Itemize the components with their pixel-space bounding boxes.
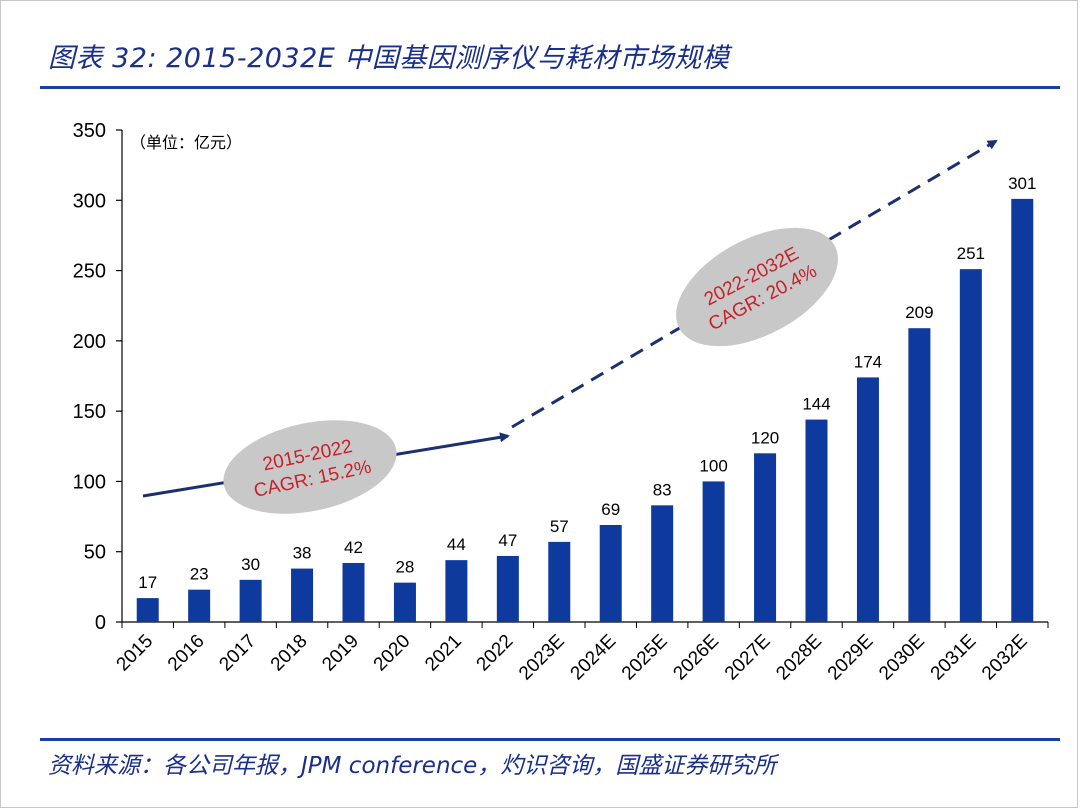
x-label-2018: 2018	[267, 631, 312, 676]
x-label-2022: 2022	[473, 631, 518, 676]
data-label-2024E: 69	[601, 500, 620, 519]
x-label-2026E: 2026E	[669, 631, 723, 685]
data-label-2022: 47	[498, 531, 517, 550]
data-label-2017: 30	[241, 555, 260, 574]
data-label-2019: 42	[344, 538, 363, 557]
x-label-2020: 2020	[370, 631, 415, 676]
x-label-2024E: 2024E	[567, 631, 621, 685]
bar-2031E	[959, 269, 982, 622]
figure-title: 图表 32: 2015-2032E 中国基因测序仪与耗材市场规模	[48, 43, 730, 74]
x-label-2021: 2021	[421, 631, 466, 676]
title-rule	[40, 86, 1060, 89]
bar-2029E	[856, 377, 879, 622]
x-label-2015: 2015	[113, 631, 158, 676]
y-tick-label: 200	[73, 331, 106, 353]
data-label-2032E: 301	[1008, 174, 1036, 193]
bar-2027E	[754, 453, 777, 622]
bar-2019	[342, 562, 365, 622]
bar-2026E	[702, 481, 725, 622]
cagr-ellipse	[223, 420, 397, 514]
data-label-2018: 38	[293, 544, 312, 563]
y-tick-label: 350	[73, 120, 106, 142]
data-label-2028E: 144	[802, 395, 830, 414]
data-label-2025E: 83	[653, 480, 672, 499]
bar-2020	[393, 582, 416, 622]
bar-2023E	[548, 541, 571, 622]
y-tick-label: 50	[84, 542, 106, 564]
chart-data-labels: 17 23 30 38 42 28 44 47 57 69 83 100 120 144 174 209 251…	[138, 174, 1036, 592]
y-tick-label: 0	[95, 612, 106, 634]
data-label-2016: 23	[190, 565, 209, 584]
x-label-2031E: 2031E	[927, 631, 981, 685]
unit-label: （单位：亿元）	[130, 133, 242, 152]
chart-bars	[136, 198, 1034, 622]
chart-x-labels: 2015 2016 2017 2018 2019 2020 2021 20222023E202…	[113, 631, 1032, 685]
y-tick-label: 300	[73, 190, 106, 212]
data-label-2027E: 120	[751, 428, 779, 447]
x-label-2029E: 2029E	[824, 631, 878, 685]
bar-2024E	[599, 525, 622, 622]
x-label-2025E: 2025E	[618, 631, 672, 685]
bar-2015	[136, 598, 159, 622]
cagr-ellipse	[676, 227, 838, 347]
bar-2025E	[651, 505, 674, 622]
x-label-2019: 2019	[318, 631, 363, 676]
data-label-2015: 17	[138, 573, 157, 592]
x-label-2016: 2016	[164, 631, 209, 676]
x-label-2023E: 2023E	[515, 631, 569, 685]
x-label-2032E: 2032E	[978, 631, 1032, 685]
data-label-2029E: 174	[854, 352, 882, 371]
bar-2032E	[1011, 198, 1034, 622]
x-label-2030E: 2030E	[875, 631, 929, 685]
source-rule	[40, 738, 1060, 741]
data-label-2023E: 57	[550, 517, 569, 536]
bar-2018	[291, 568, 314, 622]
data-label-2020: 28	[395, 558, 414, 577]
data-label-2031E: 251	[957, 244, 985, 263]
chart-axes: 0 50 100 150 200 250 300 350 （单位：亿元）	[73, 120, 1049, 634]
x-label-2017: 2017	[215, 631, 260, 676]
data-label-2021: 44	[447, 535, 466, 554]
bar-2028E	[805, 419, 828, 622]
x-label-2028E: 2028E	[772, 631, 826, 685]
y-tick-label: 100	[73, 471, 106, 493]
source-note: 资料来源：各公司年报，JPM conference，灼识咨询，国盛证券研究所	[48, 753, 777, 779]
bar-2017	[239, 579, 262, 622]
bar-2016	[188, 589, 211, 622]
bar-2022	[496, 555, 519, 622]
bar-2021	[445, 560, 468, 622]
data-label-2030E: 209	[905, 303, 933, 322]
data-label-2026E: 100	[699, 456, 727, 475]
y-tick-label: 250	[73, 261, 106, 283]
y-tick-label: 150	[73, 401, 106, 423]
bar-2030E	[908, 328, 931, 622]
x-label-2027E: 2027E	[721, 631, 775, 685]
